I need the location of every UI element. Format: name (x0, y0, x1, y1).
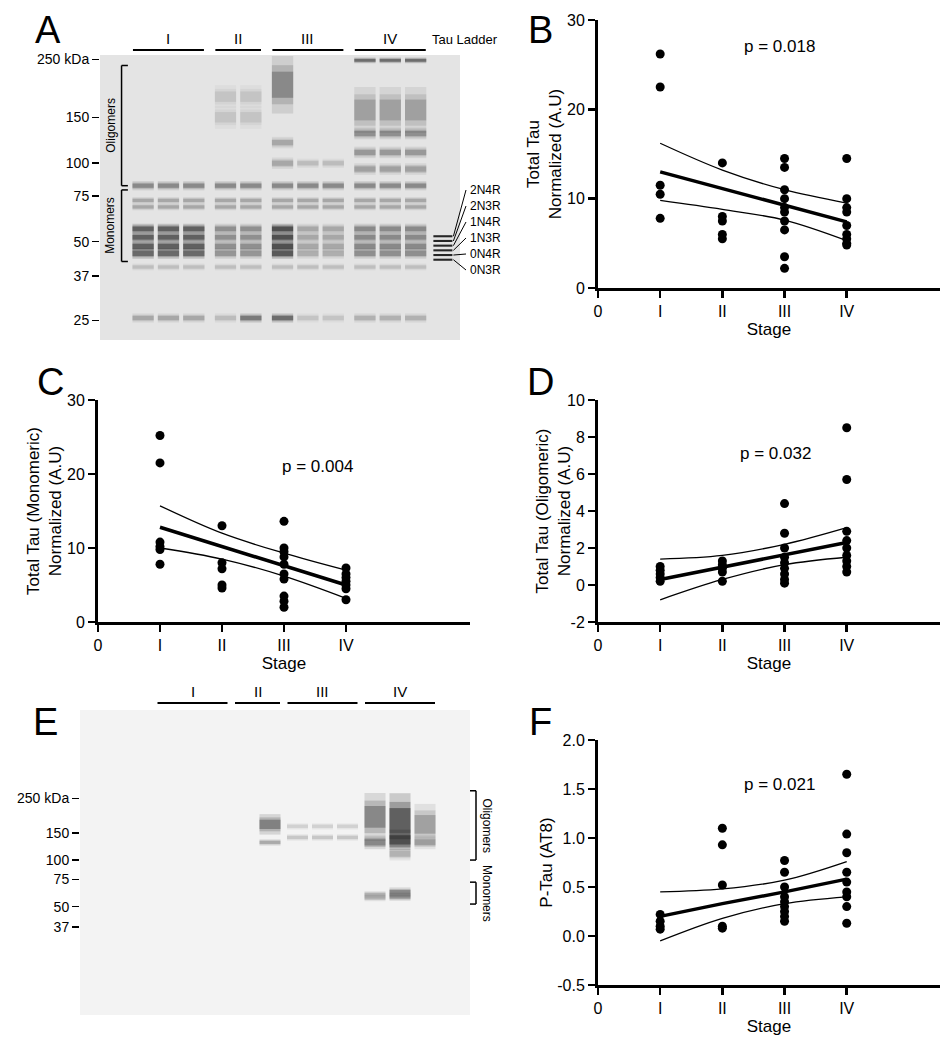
svg-text:I: I (658, 1000, 662, 1017)
svg-text:0.0: 0.0 (563, 928, 585, 945)
svg-text:Total Tau (Monomeric)Normalize: Total Tau (Monomeric)Normalized (A.U) (24, 427, 65, 595)
svg-text:2.0: 2.0 (563, 732, 585, 749)
svg-text:p = 0.021: p = 0.021 (744, 775, 815, 794)
svg-text:Tau Ladder: Tau Ladder (432, 32, 498, 47)
svg-text:P-Tau (AT8): P-Tau (AT8) (537, 817, 556, 907)
svg-text:p = 0.032: p = 0.032 (740, 444, 811, 463)
svg-text:1N3R: 1N3R (470, 231, 501, 245)
svg-text:10: 10 (567, 190, 585, 207)
svg-text:-0.5: -0.5 (557, 977, 585, 994)
svg-text:I: I (191, 683, 195, 700)
svg-text:Stage: Stage (747, 1017, 791, 1036)
svg-text:Stage: Stage (262, 654, 306, 673)
svg-text:10: 10 (67, 540, 85, 557)
svg-text:IV: IV (839, 637, 854, 654)
svg-text:Monomers: Monomers (103, 197, 117, 254)
svg-text:A: A (35, 9, 61, 51)
svg-text:Total TauNormalized (A.U): Total TauNormalized (A.U) (524, 89, 565, 219)
svg-text:10: 10 (567, 392, 585, 409)
svg-text:F: F (529, 701, 552, 743)
svg-text:20: 20 (567, 101, 585, 118)
svg-text:20: 20 (67, 466, 85, 483)
svg-text:0.5: 0.5 (563, 879, 585, 896)
svg-text:III: III (778, 303, 791, 320)
svg-text:100: 100 (66, 155, 90, 171)
svg-text:2N4R: 2N4R (470, 183, 501, 197)
svg-text:I: I (158, 637, 162, 654)
svg-text:8: 8 (576, 429, 585, 446)
svg-text:B: B (528, 9, 553, 51)
svg-text:IV: IV (338, 637, 353, 654)
svg-text:150: 150 (66, 109, 90, 125)
svg-text:250 kDa: 250 kDa (37, 51, 89, 67)
svg-text:1.0: 1.0 (563, 830, 585, 847)
svg-text:75: 75 (54, 871, 70, 887)
svg-text:50: 50 (74, 234, 90, 250)
svg-text:Stage: Stage (747, 654, 791, 673)
svg-text:37: 37 (54, 919, 70, 935)
svg-text:0: 0 (594, 303, 603, 320)
svg-text:IV: IV (839, 303, 854, 320)
svg-text:30: 30 (567, 12, 585, 29)
svg-text:IV: IV (383, 30, 397, 47)
svg-text:C: C (37, 361, 64, 403)
svg-text:0: 0 (76, 614, 85, 631)
svg-text:4: 4 (576, 503, 585, 520)
svg-text:1N4R: 1N4R (470, 215, 501, 229)
svg-text:I: I (658, 637, 662, 654)
svg-text:75: 75 (74, 188, 90, 204)
svg-text:III: III (778, 1000, 791, 1017)
svg-text:250 kDa: 250 kDa (17, 790, 69, 806)
svg-text:I: I (658, 303, 662, 320)
svg-text:Stage: Stage (747, 320, 791, 339)
svg-text:IV: IV (393, 683, 407, 700)
svg-text:II: II (254, 683, 262, 700)
svg-text:100: 100 (46, 852, 70, 868)
svg-text:-2: -2 (571, 614, 585, 631)
svg-text:0N4R: 0N4R (470, 247, 501, 261)
svg-text:II: II (218, 637, 227, 654)
svg-text:III: III (277, 637, 290, 654)
svg-text:III: III (316, 683, 329, 700)
svg-text:IV: IV (839, 1000, 854, 1017)
svg-text:II: II (718, 303, 727, 320)
svg-text:25: 25 (74, 312, 90, 328)
svg-text:p = 0.018: p = 0.018 (744, 37, 815, 56)
svg-text:2N3R: 2N3R (470, 199, 501, 213)
svg-text:II: II (718, 637, 727, 654)
svg-text:150: 150 (46, 825, 70, 841)
svg-text:E: E (33, 701, 58, 743)
svg-text:0: 0 (594, 1000, 603, 1017)
svg-text:0: 0 (576, 577, 585, 594)
svg-text:Total Tau (Oligomeric)Normaliz: Total Tau (Oligomeric)Normalized (A.U) (533, 428, 574, 593)
svg-text:III: III (778, 637, 791, 654)
svg-text:30: 30 (67, 392, 85, 409)
svg-text:0: 0 (576, 280, 585, 297)
svg-text:III: III (301, 30, 314, 47)
svg-text:Monomers: Monomers (480, 865, 494, 922)
svg-text:II: II (718, 1000, 727, 1017)
svg-text:2: 2 (576, 540, 585, 557)
svg-text:50: 50 (54, 899, 70, 915)
svg-text:6: 6 (576, 466, 585, 483)
svg-text:1.5: 1.5 (563, 781, 585, 798)
svg-text:p = 0.004: p = 0.004 (282, 457, 353, 476)
svg-text:0N3R: 0N3R (470, 263, 501, 277)
svg-text:II: II (234, 30, 242, 47)
svg-text:I: I (166, 30, 170, 47)
svg-text:D: D (527, 361, 554, 403)
svg-text:0: 0 (594, 637, 603, 654)
svg-text:0: 0 (94, 637, 103, 654)
svg-text:Oligomers: Oligomers (104, 98, 118, 153)
svg-text:37: 37 (74, 268, 90, 284)
svg-text:Oligomers: Oligomers (480, 798, 494, 853)
